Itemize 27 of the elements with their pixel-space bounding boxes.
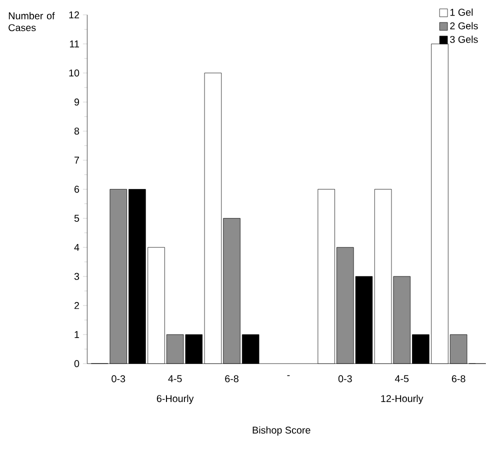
y-tick-label: 2 — [74, 302, 80, 310]
y-tick-label: 7 — [74, 156, 80, 164]
x-tick-label: 4-5 — [394, 375, 409, 382]
y-tick-label: 3 — [74, 273, 80, 280]
y-tick-label: 10 — [69, 70, 80, 77]
y-tick-label: 4 — [74, 244, 80, 251]
x-tick-label: 0-3 — [338, 375, 352, 382]
x-tick-label: 6-8 — [225, 375, 238, 382]
y-tick-label: 9 — [74, 98, 80, 106]
y-tick-label: 6 — [74, 186, 80, 193]
x-axis-title: Bishop Score — [252, 426, 310, 436]
legend-label: 1 Gel — [450, 8, 473, 16]
y-tick-label: 8 — [74, 128, 80, 135]
text: 12-Hourly — [381, 395, 424, 404]
text: 6-Hourly — [156, 395, 194, 404]
x-tick-label: 6-8 — [452, 375, 466, 382]
y-tick-label: 1 — [74, 331, 80, 338]
legend-label: 2 Gels — [450, 22, 478, 30]
y-tick-label: 11 — [70, 40, 80, 48]
y-axis-title: Number of Cases — [8, 12, 55, 32]
y-tick-label: 5 — [74, 215, 80, 222]
x-tick-label: 4-5 — [168, 375, 182, 382]
x-tick-label: 0-3 — [112, 375, 126, 382]
legend-label: 3 Gels — [450, 36, 478, 44]
y-tick-label: 12 — [69, 12, 79, 18]
x-tick-label: - — [287, 375, 290, 376]
y-tick-label: 0 — [74, 360, 80, 368]
